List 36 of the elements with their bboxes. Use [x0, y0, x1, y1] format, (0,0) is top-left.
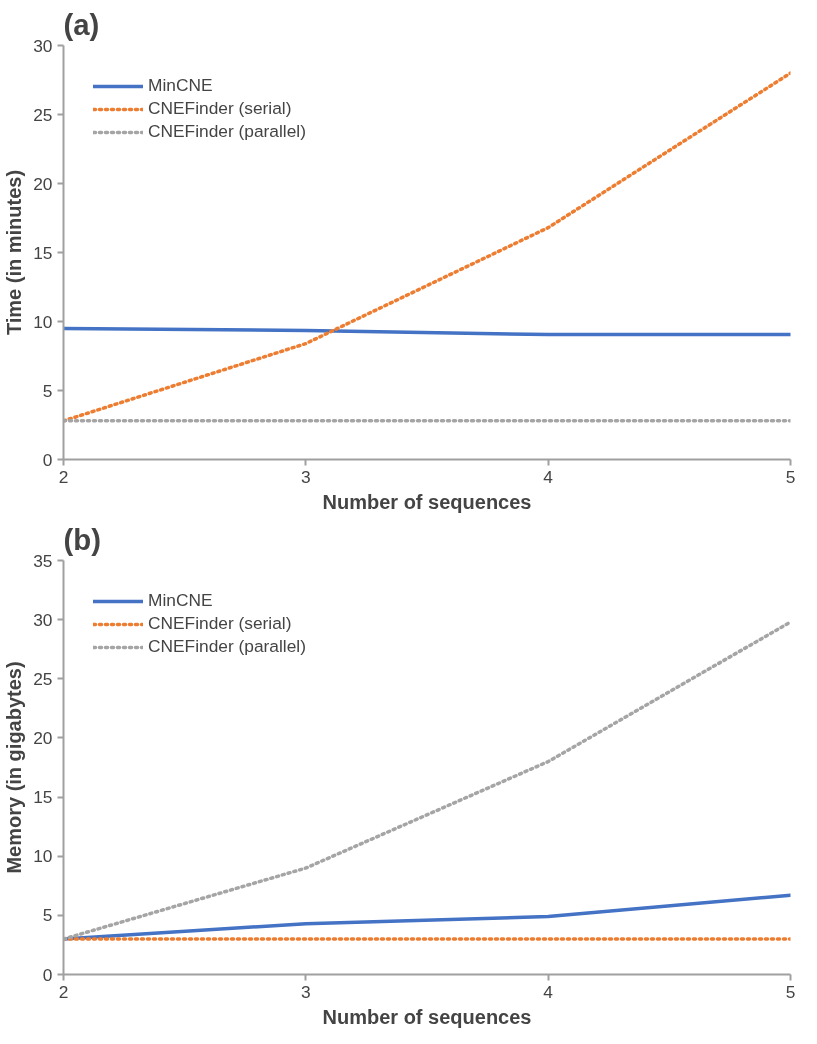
x-tick-label: 5	[785, 466, 796, 487]
legend-label: CNEFinder (parallel)	[148, 636, 306, 657]
y-tick-label: 30	[33, 35, 53, 56]
legend-label: MinCNE	[148, 75, 213, 96]
y-tick-label: 35	[33, 550, 53, 571]
x-axis-title: Number of sequences	[322, 490, 532, 513]
x-tick-label: 5	[785, 981, 796, 1002]
y-tick-label: 5	[42, 905, 53, 926]
legend-label: MinCNE	[148, 590, 213, 611]
x-tick-label: 3	[301, 466, 311, 487]
y-tick-label: 20	[33, 727, 53, 748]
y-axis-title: Time (in minutes)	[3, 169, 26, 336]
x-tick-label: 3	[301, 981, 311, 1002]
y-tick-label: 10	[33, 311, 53, 332]
legend-label: CNEFinder (serial)	[148, 613, 292, 634]
y-tick-label: 25	[33, 668, 53, 689]
legend-label: CNEFinder (serial)	[148, 98, 292, 119]
y-tick-label: 0	[42, 964, 53, 985]
y-tick-label: 20	[33, 173, 53, 194]
y-tick-label: 15	[33, 242, 53, 263]
chart-title: (a)	[63, 7, 100, 41]
x-tick-label: 4	[543, 466, 554, 487]
chart-title: (b)	[63, 522, 101, 556]
y-tick-label: 5	[42, 380, 53, 401]
y-tick-label: 0	[42, 449, 53, 470]
x-axis-title: Number of sequences	[322, 1005, 532, 1028]
y-tick-label: 10	[33, 846, 53, 867]
x-tick-label: 2	[58, 466, 69, 487]
x-tick-label: 4	[543, 981, 554, 1002]
y-tick-label: 30	[33, 609, 53, 630]
x-tick-label: 2	[58, 981, 69, 1002]
y-tick-label: 25	[33, 104, 53, 125]
y-tick-label: 15	[33, 787, 53, 808]
y-axis-title: Memory (in gigabytes)	[3, 661, 26, 874]
line-series	[63, 893, 791, 941]
legend-label: CNEFinder (parallel)	[148, 121, 306, 142]
